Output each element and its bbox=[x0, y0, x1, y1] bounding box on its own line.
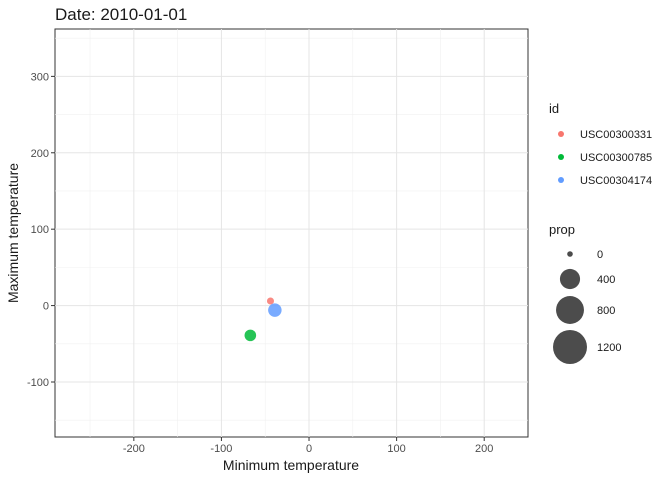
data-point-usc00300785 bbox=[244, 329, 257, 342]
x-tick-label: -200 bbox=[123, 443, 145, 455]
y-tick-label: 200 bbox=[31, 148, 49, 160]
y-tick-label: 300 bbox=[31, 71, 49, 83]
size-legend-key bbox=[553, 330, 587, 364]
data-point-usc00304174 bbox=[268, 303, 282, 317]
y-tick-label: 0 bbox=[43, 301, 49, 313]
color-legend: id USC00300331 USC00300785 USC00304174 bbox=[549, 101, 652, 187]
x-axis-title: Minimum temperature bbox=[223, 457, 359, 473]
size-legend-key bbox=[559, 268, 581, 290]
x-tick-label: 0 bbox=[306, 443, 312, 455]
x-tick-label: -100 bbox=[210, 443, 232, 455]
color-legend-label: USC00300785 bbox=[580, 152, 652, 164]
size-legend-title: prop bbox=[549, 222, 575, 237]
chart-title: Date: 2010-01-01 bbox=[55, 5, 187, 24]
size-legend-label: 0 bbox=[597, 249, 603, 261]
size-legend-label: 1200 bbox=[597, 342, 621, 354]
y-axis-title: Maximum temperature bbox=[5, 163, 21, 303]
x-tick-label: 100 bbox=[387, 443, 405, 455]
color-legend-label: USC00300331 bbox=[580, 129, 652, 141]
size-legend-key bbox=[556, 296, 584, 324]
color-legend-key bbox=[558, 154, 564, 160]
data-points bbox=[244, 297, 282, 342]
color-legend-title: id bbox=[549, 101, 559, 116]
color-legend-label: USC00304174 bbox=[580, 175, 652, 187]
y-axis-ticks: -100 0 100 200 300 bbox=[27, 71, 55, 389]
data-point-usc00300331 bbox=[266, 297, 275, 305]
size-legend: prop 0 400 800 1200 bbox=[549, 222, 621, 364]
grid-lines bbox=[55, 29, 528, 437]
y-tick-label: -100 bbox=[27, 377, 49, 389]
plot-panel bbox=[54, 28, 529, 438]
color-legend-key bbox=[558, 177, 564, 183]
size-legend-label: 400 bbox=[597, 274, 615, 286]
size-legend-label: 800 bbox=[597, 305, 615, 317]
x-tick-label: 200 bbox=[475, 443, 493, 455]
color-legend-key bbox=[558, 131, 564, 137]
y-tick-label: 100 bbox=[31, 224, 49, 236]
size-legend-key bbox=[567, 251, 573, 257]
x-axis-ticks: -200 -100 0 100 200 bbox=[123, 437, 493, 455]
